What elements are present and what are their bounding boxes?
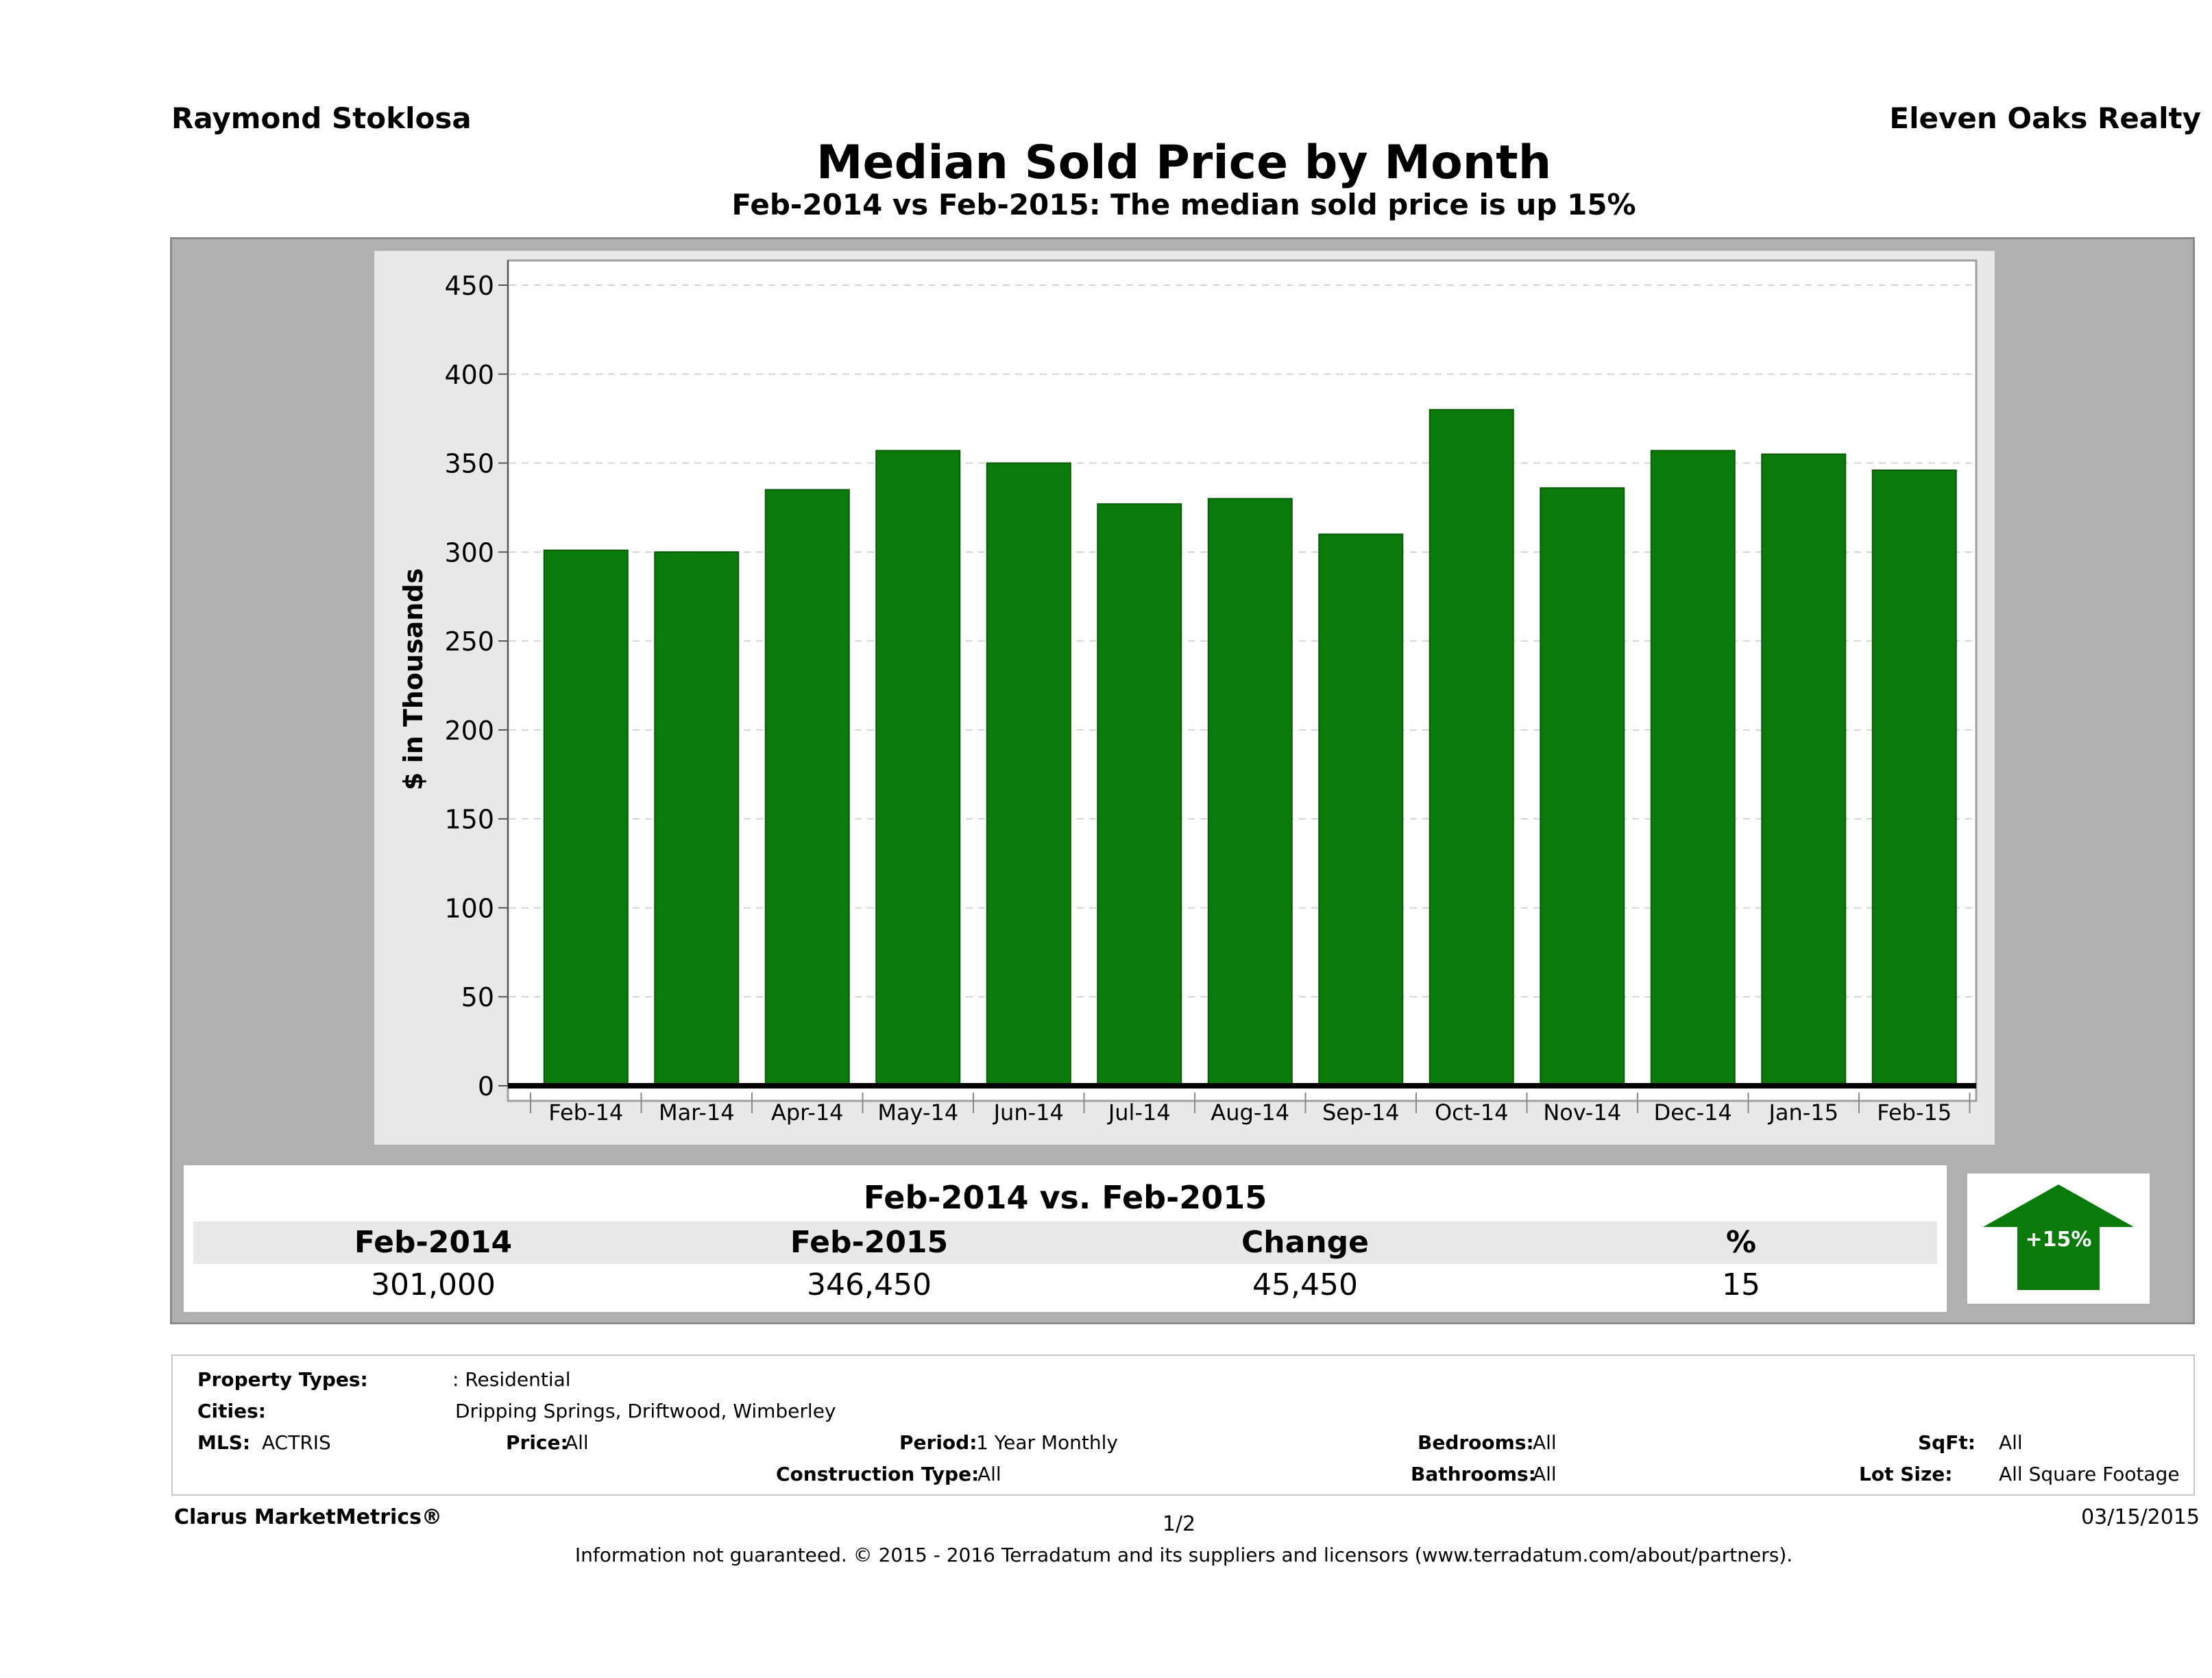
y-tick-label: 300 <box>444 537 494 568</box>
bar-feb-14 <box>543 549 629 1086</box>
y-tick-label: 250 <box>444 627 494 657</box>
footer-brand: Clarus MarketMetrics® <box>174 1505 442 1529</box>
x-tick-label: Dec-14 <box>1654 1099 1732 1126</box>
property-types-label: Property Types: <box>197 1368 368 1391</box>
y-tick-label: 0 <box>478 1071 494 1102</box>
x-tick-label: Feb-15 <box>1877 1099 1952 1126</box>
chart-title: Median Sold Price by Month <box>816 136 1552 190</box>
price-label: Price: <box>506 1431 568 1454</box>
cities-label: Cities: <box>197 1400 266 1422</box>
y-tick-label: 450 <box>444 271 494 301</box>
summary-value-row: 301,000 346,450 45,450 15 <box>193 1265 1937 1305</box>
x-tick-label: Mar-14 <box>659 1099 735 1126</box>
bar-jun-14 <box>986 462 1071 1086</box>
summary-header-row: Feb-2014 Feb-2015 Change % <box>193 1221 1937 1264</box>
change-indicator: +15% <box>1967 1174 2150 1304</box>
construction-type-value: All <box>977 1463 1001 1485</box>
x-tick-label: Jul-14 <box>1107 1099 1171 1126</box>
disclaimer: Information not guaranteed. © 2015 - 201… <box>574 1544 1793 1566</box>
page-number: 1/2 <box>1162 1512 1196 1536</box>
cities-value: Dripping Springs, Driftwood, Wimberley <box>455 1400 836 1422</box>
x-tick-label: Oct-14 <box>1435 1099 1509 1126</box>
sqft-value: All <box>1999 1431 2023 1454</box>
change-badge: +15% <box>2026 1228 2092 1252</box>
bar-aug-14 <box>1207 498 1293 1086</box>
bar-sep-14 <box>1318 533 1404 1086</box>
filters-panel: Property Types: : Residential Cities: Dr… <box>171 1354 2195 1496</box>
y-tick-label: 200 <box>444 716 494 746</box>
up-arrow-icon <box>1983 1184 2134 1290</box>
summary-heading: Feb-2014 vs. Feb-2015 <box>193 1175 1937 1220</box>
mls-label: MLS: <box>197 1431 251 1454</box>
summary-col-change: Change <box>1241 1225 1369 1260</box>
bar-mar-14 <box>654 551 740 1087</box>
y-tick-label: 350 <box>444 449 494 479</box>
price-value: All <box>565 1431 589 1454</box>
bar-apr-14 <box>764 489 850 1086</box>
period-label: Period: <box>899 1431 977 1454</box>
bar-dec-14 <box>1650 450 1736 1086</box>
bar-oct-14 <box>1429 409 1514 1086</box>
y-tick-label: 150 <box>444 805 494 835</box>
y-tick-label: 50 <box>461 982 494 1012</box>
chart-subtitle: Feb-2014 vs Feb-2015: The median sold pr… <box>731 188 1636 221</box>
bathrooms-label: Bathrooms: <box>1411 1463 1536 1485</box>
x-tick-label: May-14 <box>877 1099 958 1126</box>
bathrooms-value: All <box>1533 1463 1557 1485</box>
mls-value: ACTRIS <box>262 1431 331 1454</box>
property-types-value: : Residential <box>452 1368 571 1391</box>
summary-col-feb-2015: Feb-2015 <box>790 1225 949 1260</box>
bar-feb-15 <box>1871 469 1957 1086</box>
bedrooms-value: All <box>1533 1431 1557 1454</box>
x-tick-label: Nov-14 <box>1543 1099 1621 1126</box>
summary-value-percent: 15 <box>1722 1267 1760 1302</box>
company-name: Eleven Oaks Realty <box>1889 101 2201 135</box>
y-axis-label: $ in Thousands <box>398 568 428 790</box>
summary-value-feb-2015: 346,450 <box>807 1267 932 1302</box>
y-tick-label: 100 <box>444 893 494 923</box>
x-tick-label: Jan-15 <box>1767 1099 1838 1126</box>
lot-size-label: Lot Size: <box>1859 1463 1953 1485</box>
summary-value-change: 45,450 <box>1252 1267 1358 1302</box>
x-tick-label: Aug-14 <box>1211 1099 1289 1126</box>
construction-type-label: Construction Type: <box>776 1463 980 1485</box>
x-tick-label: Feb-14 <box>548 1099 623 1126</box>
x-tick-label: Jun-14 <box>993 1099 1064 1126</box>
bar-nov-14 <box>1540 487 1625 1087</box>
bar-chart: 0 50 100 150 200 250 300 350 400 450 Feb-14 Mar-14… <box>398 259 1978 1126</box>
bar-jul-14 <box>1097 503 1182 1086</box>
y-tick-label: 400 <box>444 360 494 390</box>
x-tick-label: Apr-14 <box>771 1099 844 1126</box>
bar-jan-15 <box>1761 453 1847 1087</box>
summary-col-percent: % <box>1725 1225 1757 1260</box>
sqft-label: SqFt: <box>1918 1431 1976 1454</box>
bar-may-14 <box>875 450 961 1086</box>
summary-col-feb-2014: Feb-2014 <box>354 1225 513 1260</box>
agent-name: Raymond Stoklosa <box>171 101 472 135</box>
x-tick-label: Sep-14 <box>1322 1099 1400 1126</box>
period-value: 1 Year Monthly <box>976 1431 1119 1454</box>
report-date: 03/15/2015 <box>2081 1505 2200 1529</box>
lot-size-value: All Square Footage <box>1999 1463 2180 1485</box>
bedrooms-label: Bedrooms: <box>1418 1431 1534 1454</box>
summary-value-feb-2014: 301,000 <box>371 1267 496 1302</box>
